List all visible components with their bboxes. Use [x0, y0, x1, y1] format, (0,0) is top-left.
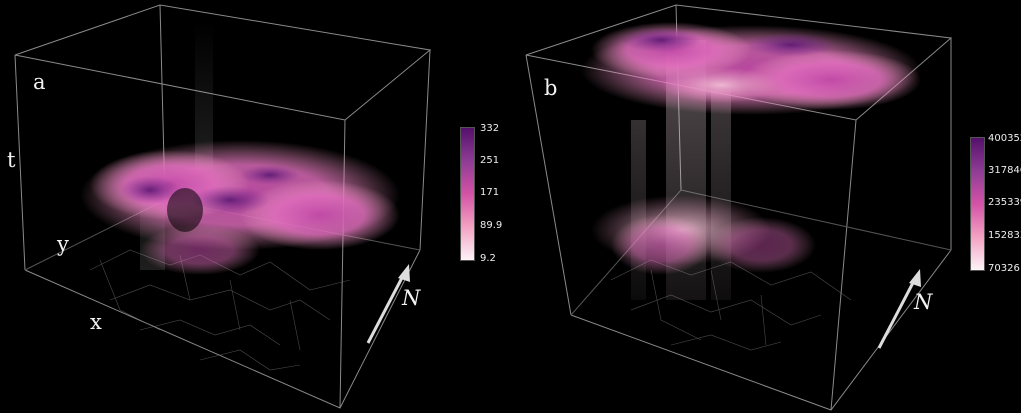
colorbar-tick: 89.9 [480, 220, 503, 231]
panel-label: a [33, 70, 46, 94]
colorbar-b [970, 137, 985, 271]
panel-label: b [544, 76, 558, 100]
axis-label-x: x [90, 310, 102, 334]
colorbar-tick: 171 [480, 187, 500, 198]
volume-cloud-b-bottom [591, 195, 816, 275]
colorbar-tick: 251 [480, 155, 500, 166]
north-arrow-b [877, 269, 921, 349]
colorbar-tick: 235339 [988, 197, 1021, 208]
colorbar-tick: 70326 [988, 263, 1020, 274]
volume-cloud-a [80, 140, 400, 275]
space-time-cube-panel-b: b N 400352 317846 235339 152833 70326 [511, 0, 1021, 413]
cube-b-render [525, 4, 953, 411]
colorbar-tick: 152833 [988, 230, 1021, 241]
colorbar-a [460, 127, 475, 261]
axis-label-t: t [7, 148, 16, 172]
north-arrow-a [366, 264, 410, 344]
colorbar-tick: 332 [480, 123, 500, 134]
north-label: N [402, 286, 421, 310]
colorbar-tick: 400352 [988, 133, 1021, 144]
colorbar-tick: 9.2 [480, 253, 496, 264]
base-map-a [89, 249, 351, 371]
axis-label-y: y [57, 232, 69, 256]
volume-cloud-b-top [581, 22, 921, 115]
north-label: N [914, 290, 933, 314]
colorbar-tick: 317846 [988, 165, 1021, 176]
cube-a-render [14, 4, 432, 409]
space-time-cube-panel-a: a t y x N 332 251 171 89.9 9.2 [0, 0, 510, 413]
